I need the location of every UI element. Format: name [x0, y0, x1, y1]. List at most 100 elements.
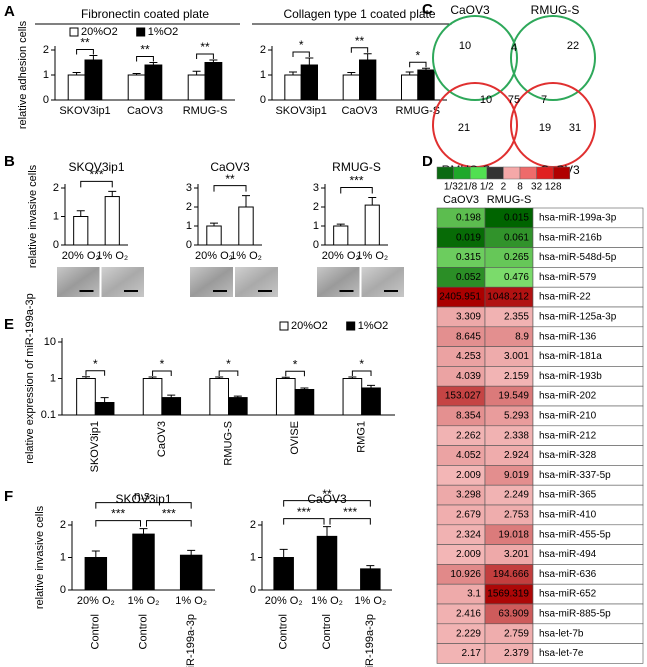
micrograph — [190, 267, 233, 297]
error-bar — [242, 195, 250, 207]
significance-bracket — [409, 61, 427, 68]
x-tick-label: 20% O₂ — [62, 250, 100, 262]
cell-value: 1048.212 — [487, 292, 529, 303]
treatment-label: Control — [90, 614, 102, 649]
y-tick-label: 0 — [186, 239, 192, 251]
bar — [142, 378, 163, 416]
cell-value: 0.315 — [456, 252, 481, 263]
bar — [209, 378, 230, 416]
error-bar — [149, 62, 158, 65]
cell-value: 2.753 — [504, 510, 529, 521]
x-tick-label: 1% O₂ — [128, 595, 160, 607]
error-bar — [89, 55, 98, 60]
cell-value: 3.1 — [467, 589, 481, 600]
cell-value: 2.249 — [504, 490, 529, 501]
x-tick-label: SKOV3ip1 — [89, 421, 101, 472]
error-bar — [422, 67, 430, 70]
significance-bracket — [283, 518, 325, 525]
y-tick-label: 1 — [313, 220, 319, 232]
bar — [342, 378, 363, 416]
y-tick-label: 2 — [186, 201, 192, 213]
cell-value: 8.354 — [456, 411, 481, 422]
y-axis-label: relative invasive cells — [34, 505, 46, 609]
cell-value: 0.198 — [456, 213, 481, 224]
x-tick-label: 20% O₂ — [195, 250, 233, 262]
row-name: hsa-miR-193b — [539, 371, 602, 382]
y-tick-label: 0 — [43, 94, 49, 106]
significance-label: * — [160, 357, 165, 371]
cell-value: 2.324 — [456, 529, 481, 540]
row-name: hsa-miR-216b — [539, 232, 602, 243]
bar — [316, 535, 338, 591]
cell-value: 4.253 — [456, 351, 481, 362]
error-bar — [72, 72, 81, 75]
y-tick-label: 0 — [260, 94, 266, 106]
error-bar — [215, 376, 224, 379]
row-name: hsa-miR-199a-3p — [539, 213, 617, 224]
venn-set — [432, 15, 518, 101]
cell-value: 0.052 — [456, 272, 481, 283]
error-bar — [366, 565, 375, 569]
bar — [127, 74, 146, 101]
venn-count: 22 — [567, 40, 579, 52]
treatment-label: miR-199a-3p — [185, 614, 197, 667]
x-tick-label: CaOV3 — [341, 105, 377, 117]
significance-bracket — [80, 180, 113, 188]
significance-label: n.s. — [134, 489, 153, 503]
error-bar — [233, 395, 242, 398]
x-tick-label: RMUG-S — [222, 421, 234, 466]
error-bar — [281, 376, 290, 379]
error-bar — [209, 59, 218, 63]
significance-bracket — [329, 518, 371, 525]
row-name: hsa-miR-636 — [539, 569, 597, 580]
cell-value: 8.645 — [456, 331, 481, 342]
venn-count: 21 — [458, 122, 470, 134]
chart-title: CaOV3 — [307, 492, 347, 506]
x-tick-label: SKOV3ip1 — [59, 105, 110, 117]
cell-value: 2.379 — [504, 648, 529, 659]
legend-swatch — [346, 321, 356, 331]
bar — [132, 533, 155, 591]
y-tick-label: 0 — [53, 239, 59, 251]
row-name: hsa-miR-365 — [539, 490, 597, 501]
y-tick-label: 10 — [44, 336, 56, 348]
panel-letter: D — [422, 153, 433, 170]
panel-letter: F — [4, 488, 13, 505]
bar — [144, 64, 163, 101]
legend-label: 1%O2 — [148, 26, 179, 38]
cell-value: 2.416 — [456, 609, 481, 620]
cell-value: 2.159 — [504, 371, 529, 382]
error-bar — [210, 222, 218, 226]
panel-letter: E — [4, 316, 14, 333]
row-name: hsa-miR-494 — [539, 549, 597, 560]
venn-set-label: RMUG-S — [531, 3, 580, 17]
legend-swatch — [279, 321, 289, 331]
row-name: hsa-miR-337-5p — [539, 470, 611, 481]
y-tick-label: 2 — [313, 201, 319, 213]
significance-bracket — [283, 500, 371, 507]
significance-label: * — [293, 357, 298, 371]
error-bar — [187, 549, 196, 556]
row-name: hsa-miR-22 — [539, 292, 591, 303]
cell-value: 1569.319 — [487, 589, 529, 600]
error-bar — [323, 526, 331, 537]
error-bar — [132, 73, 141, 75]
micrograph — [57, 267, 100, 297]
cell-value: 2.009 — [456, 549, 481, 560]
venn-count: 10 — [480, 94, 492, 106]
cell-value: 2.355 — [504, 312, 529, 323]
cell-value: 2.229 — [456, 628, 481, 639]
cell-value: 153.027 — [445, 391, 482, 402]
bar — [187, 74, 206, 101]
x-tick-label: 1% O₂ — [311, 595, 343, 607]
scale-label: 128 — [545, 182, 562, 193]
scale-swatch — [503, 166, 521, 180]
y-tick-label: 1 — [250, 551, 256, 563]
x-tick-label: RMUG-S — [396, 105, 441, 117]
error-bar — [300, 387, 309, 390]
legend-label: 20%O2 — [291, 320, 328, 332]
micrograph — [317, 267, 360, 297]
cell-value: 2.679 — [456, 510, 481, 521]
error-bar — [367, 384, 376, 388]
x-tick-label: OVISE — [289, 421, 301, 455]
